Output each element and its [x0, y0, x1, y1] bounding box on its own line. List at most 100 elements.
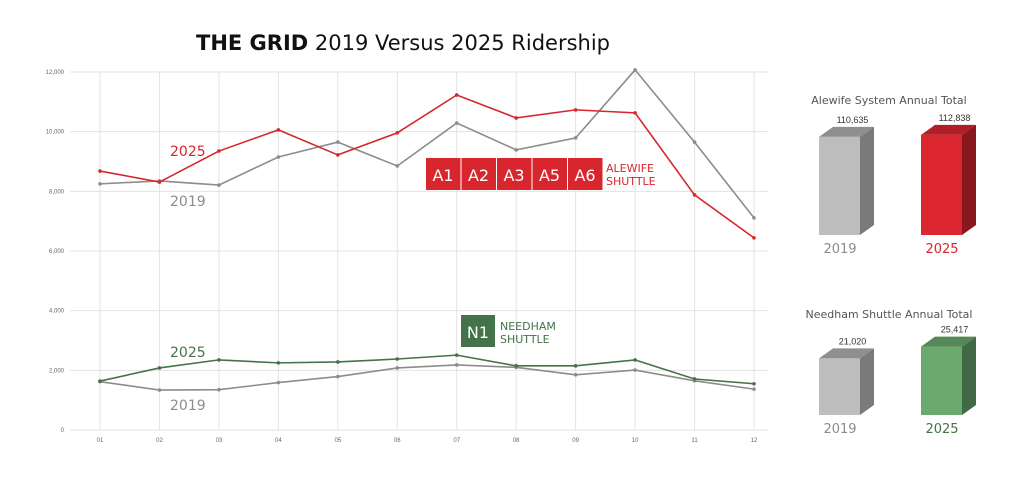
data-point: [692, 193, 697, 197]
bar-2025: [921, 346, 962, 415]
bar-2025: [921, 134, 962, 235]
x-tick-label: 09: [572, 438, 579, 444]
bar-side: [962, 124, 976, 235]
route-badge: [568, 158, 603, 190]
data-point: [633, 368, 637, 372]
x-tick-label: 03: [216, 438, 223, 444]
bar-2019: [819, 358, 860, 415]
data-point: [395, 366, 400, 370]
data-point: [395, 131, 400, 135]
x-tick-label: 01: [97, 438, 104, 444]
bar-top: [921, 124, 976, 135]
data-point: [395, 164, 400, 168]
series-line-2025: [99, 354, 755, 385]
x-tick-label: 06: [394, 438, 401, 444]
data-point: [98, 379, 102, 383]
route-badge: [426, 158, 461, 190]
data-point: [752, 387, 756, 391]
annual-total-bars: Alewife System Annual Total 110,635 2019 11…: [806, 94, 976, 437]
data-point: [752, 381, 756, 386]
data-point: [157, 388, 162, 392]
bar-chart-title: Needham Shuttle Annual Total: [806, 308, 973, 321]
y-tick-label: 0: [61, 428, 65, 434]
data-point: [217, 183, 221, 187]
data-point: [633, 68, 637, 72]
series-label: 2019: [170, 194, 206, 210]
data-point: [157, 180, 162, 184]
bar-value-label: 110,635: [837, 115, 869, 125]
route-badge-label: A5: [539, 166, 560, 185]
y-tick-label: 6,000: [49, 249, 65, 255]
data-point: [752, 216, 756, 220]
series-line-2019: [99, 68, 755, 219]
data-point: [454, 363, 459, 367]
data-point: [752, 236, 756, 240]
data-point: [514, 148, 518, 152]
y-tick-label: 10,000: [46, 130, 65, 136]
line-series: [98, 68, 756, 392]
series-label: 2025: [170, 345, 206, 361]
data-point: [395, 357, 400, 361]
data-point: [98, 169, 102, 173]
bar-chart-title: Alewife System Annual Total: [811, 94, 966, 107]
series-label: 2025: [170, 144, 206, 160]
data-point: [573, 364, 578, 368]
route-name: SHUTTLE: [606, 175, 656, 188]
x-tick-label: 02: [156, 438, 163, 444]
data-point: [336, 374, 340, 379]
series-line-2019: [99, 364, 755, 391]
route-badge-label: A6: [574, 166, 595, 185]
series-label: 2019: [170, 398, 206, 414]
bar-category-label: 2025: [925, 422, 958, 437]
route-badge-label: N1: [467, 323, 489, 342]
route-badge-label: A3: [503, 166, 524, 185]
data-point: [217, 358, 221, 362]
data-point: [633, 358, 637, 362]
y-tick-label: 8,000: [49, 189, 65, 195]
data-point: [336, 140, 340, 144]
data-point: [514, 364, 518, 368]
x-tick-label: 07: [453, 438, 460, 444]
bar-category-label: 2019: [823, 422, 856, 437]
bar-side: [962, 336, 976, 415]
route-badge: [461, 158, 496, 190]
data-point: [276, 361, 281, 365]
data-point: [336, 360, 340, 364]
y-tick-label: 2,000: [49, 368, 65, 374]
data-point: [573, 108, 578, 112]
x-tick-label: 08: [513, 438, 520, 444]
route-name: SHUTTLE: [500, 333, 550, 346]
data-point: [454, 93, 459, 97]
route-name: NEEDHAM: [500, 320, 556, 333]
data-point: [276, 155, 281, 159]
data-point: [98, 182, 102, 186]
series-line-2025: [99, 94, 755, 239]
bar-value-label: 25,417: [941, 325, 969, 335]
bar-category-label: 2019: [823, 242, 856, 257]
route-badge-label: A1: [432, 166, 453, 185]
route-name: ALEWIFE: [606, 162, 654, 175]
bar-top: [921, 336, 976, 347]
bar-side: [860, 348, 874, 415]
x-tick-label: 11: [691, 438, 698, 444]
data-point: [514, 116, 518, 120]
route-badge: [497, 158, 532, 190]
data-point: [276, 128, 281, 132]
y-tick-label: 4,000: [49, 309, 65, 315]
bar-side: [860, 126, 874, 235]
route-badge: [461, 315, 495, 347]
route-badge-label: A2: [468, 166, 489, 185]
bar-top: [819, 348, 874, 359]
data-point: [633, 111, 637, 115]
bar-top: [819, 126, 874, 137]
x-tick-label: 05: [334, 438, 341, 444]
data-point: [573, 136, 578, 140]
data-point: [217, 149, 221, 153]
bar-value-label: 112,838: [939, 113, 971, 123]
x-tick-label: 12: [751, 438, 758, 444]
bar-value-label: 21,020: [839, 336, 867, 346]
data-point: [336, 153, 340, 157]
data-point: [217, 387, 221, 392]
